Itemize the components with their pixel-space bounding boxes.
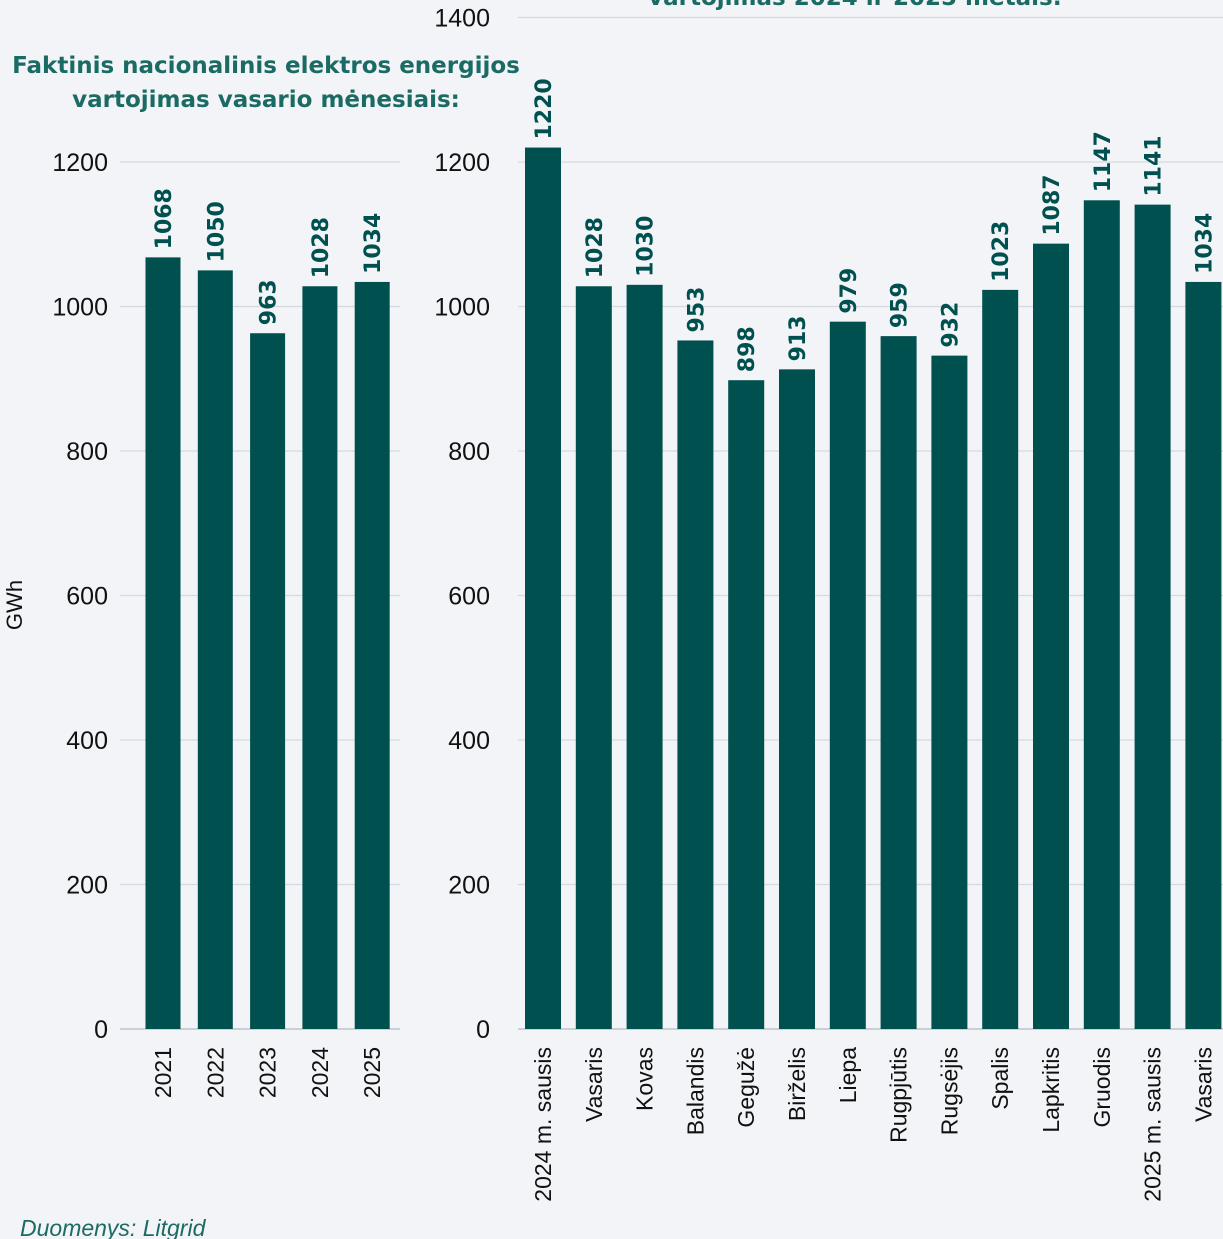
x-tick-label: Rugsėjis	[936, 1047, 962, 1135]
x-tick-label: 2024 m. sausis	[530, 1047, 556, 1202]
bar	[626, 284, 663, 1029]
bar	[779, 369, 815, 1029]
x-tick-label: 2021	[150, 1047, 176, 1098]
x-tick-label: 2025	[359, 1047, 385, 1098]
left-bar-chart: 0 200 400 600 800 1000 1200 1068 2021 1050 2022 963…	[2, 53, 520, 1098]
chart-title: vartojimas vasario mėnesiais:	[72, 87, 460, 113]
right-bar-chart: 0 200 400 600 800 1000 1200 1400 1220 2024 m. sau…	[434, 0, 1223, 1202]
data-label: 1141	[1142, 135, 1167, 196]
bar	[880, 336, 917, 1029]
y-tick-label: 800	[66, 438, 108, 466]
bar	[931, 355, 968, 1029]
y-tick-label: 1400	[434, 5, 490, 33]
y-tick-label: 0	[94, 1016, 108, 1044]
x-tick-label: Birželis	[784, 1047, 810, 1121]
bar	[354, 281, 390, 1029]
data-label: 1068	[152, 188, 177, 249]
data-label: 1050	[204, 201, 229, 262]
y-axis-label: GWh	[2, 580, 27, 630]
chart-title: Faktinis nacionalinis elektros energijos	[12, 53, 520, 79]
chart-title: vartojimas 2024 ir 2025 metais:	[648, 0, 1062, 11]
bar	[1033, 243, 1069, 1029]
x-tick-label: Gruodis	[1089, 1047, 1115, 1128]
bar	[250, 333, 286, 1029]
bar	[1185, 281, 1222, 1029]
data-label: 963	[257, 279, 282, 325]
y-tick-label: 200	[448, 872, 490, 900]
data-label: 1030	[634, 216, 659, 277]
source-note: Duomenys: Litgrid	[20, 1215, 207, 1239]
x-tick-label: Rugpjūtis	[886, 1047, 912, 1143]
x-tick-label: Gegužė	[733, 1047, 759, 1128]
y-tick-label: 400	[66, 727, 108, 755]
y-tick-label: 200	[66, 872, 108, 900]
x-tick-label: 2024	[307, 1047, 333, 1098]
y-tick-label: 600	[66, 583, 108, 611]
y-tick-label: 1200	[434, 149, 490, 177]
x-tick-label: Kovas	[632, 1047, 658, 1111]
y-tick-label: 800	[448, 438, 490, 466]
data-label: 1087	[1040, 174, 1065, 235]
bar	[302, 286, 338, 1029]
data-label: 953	[684, 287, 709, 333]
data-label: 1220	[532, 78, 557, 139]
y-tick-label: 400	[448, 727, 490, 755]
x-tick-label: 2022	[202, 1047, 228, 1098]
bar	[525, 147, 561, 1030]
y-tick-label: 1200	[52, 149, 108, 177]
bar	[1134, 204, 1171, 1029]
x-tick-label: Lapkritis	[1038, 1047, 1064, 1133]
data-label: 979	[837, 268, 862, 314]
data-label: 932	[938, 302, 963, 348]
bar	[982, 289, 1019, 1029]
y-tick-label: 0	[476, 1016, 490, 1044]
x-tick-label: Liepa	[835, 1047, 861, 1103]
x-tick-label: 2023	[255, 1047, 281, 1098]
bar	[1083, 200, 1120, 1030]
bar	[197, 270, 233, 1029]
data-label: 959	[888, 282, 913, 328]
data-label: 898	[735, 326, 760, 372]
bar	[575, 286, 612, 1029]
data-label: 1028	[309, 217, 334, 278]
x-tick-label: Balandis	[682, 1047, 708, 1135]
y-tick-label: 1000	[434, 294, 490, 322]
bar	[728, 380, 765, 1029]
x-tick-label: Vasaris	[1190, 1047, 1216, 1122]
y-tick-label: 600	[448, 583, 490, 611]
data-label: 913	[786, 315, 811, 361]
data-label: 1034	[1192, 213, 1217, 274]
data-label: 1023	[989, 221, 1014, 282]
y-tick-label: 1000	[52, 294, 108, 322]
data-label: 1147	[1091, 131, 1116, 192]
x-tick-label: 2025 m. sausis	[1140, 1047, 1166, 1202]
x-tick-label: Vasaris	[581, 1047, 607, 1122]
bar	[145, 257, 181, 1029]
bar	[829, 321, 866, 1029]
data-label: 1028	[583, 217, 608, 278]
bar	[677, 340, 714, 1029]
x-tick-label: Spalis	[987, 1047, 1013, 1110]
data-label: 1034	[361, 213, 386, 274]
